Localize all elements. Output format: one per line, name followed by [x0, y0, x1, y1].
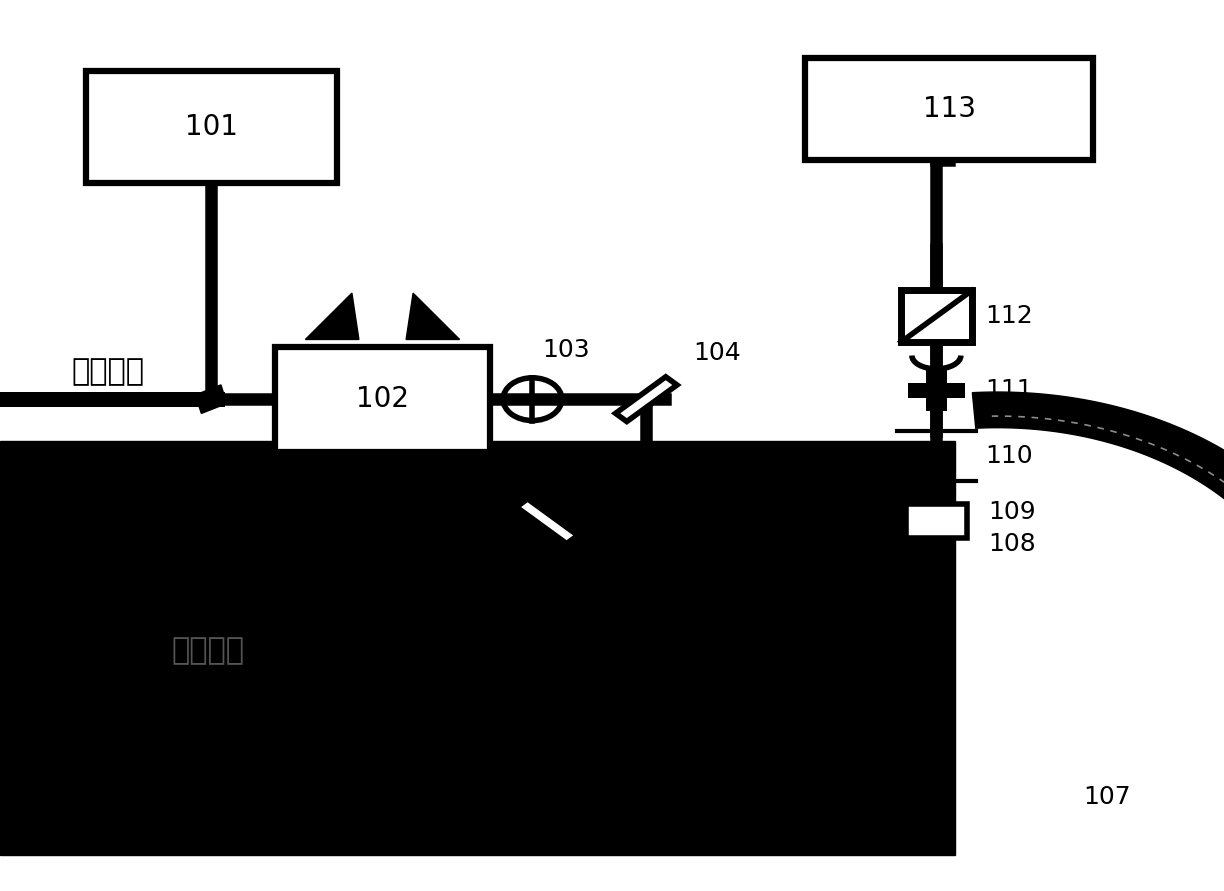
Text: 103: 103: [542, 338, 590, 362]
Text: 109: 109: [988, 501, 1036, 524]
Polygon shape: [616, 377, 677, 421]
Text: 112: 112: [985, 305, 1033, 328]
Polygon shape: [972, 392, 1224, 691]
FancyBboxPatch shape: [901, 290, 972, 342]
FancyBboxPatch shape: [805, 58, 1093, 160]
Text: 泵浦脉冲: 泵浦脉冲: [171, 636, 245, 665]
Text: 101: 101: [185, 113, 237, 141]
Text: 104: 104: [693, 341, 741, 365]
Text: 107: 107: [1083, 786, 1131, 809]
FancyBboxPatch shape: [86, 71, 337, 183]
FancyBboxPatch shape: [908, 382, 965, 397]
Text: 110: 110: [985, 445, 1033, 468]
Text: 102: 102: [356, 385, 409, 413]
FancyBboxPatch shape: [906, 504, 967, 538]
FancyBboxPatch shape: [925, 370, 947, 411]
Text: 108: 108: [988, 532, 1036, 555]
Polygon shape: [517, 499, 578, 544]
Polygon shape: [305, 293, 359, 339]
Text: 探测脉冲: 探测脉冲: [71, 357, 144, 386]
Text: 111: 111: [985, 379, 1033, 402]
Text: 105: 105: [518, 564, 564, 588]
Polygon shape: [406, 293, 459, 339]
Text: 113: 113: [923, 95, 976, 123]
Text: 106: 106: [649, 469, 698, 493]
FancyBboxPatch shape: [275, 347, 490, 452]
Polygon shape: [196, 385, 226, 413]
Polygon shape: [0, 441, 955, 855]
